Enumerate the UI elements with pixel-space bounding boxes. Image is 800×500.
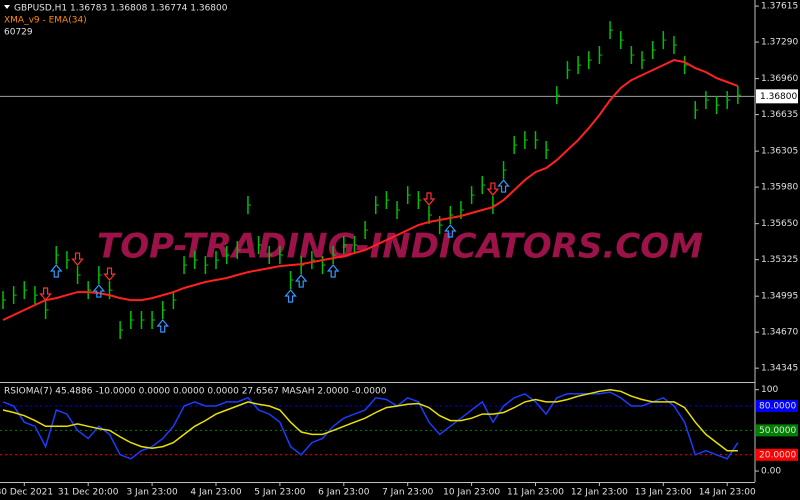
x-tick-label: 6 Jan 23:00 [318, 488, 370, 498]
x-tick-label: 4 Jan 23:00 [190, 488, 242, 498]
series-line [2, 59, 739, 321]
series-line [2, 388, 738, 452]
signal-arrow [294, 274, 308, 288]
y-tick-label: 1.36960 [761, 74, 798, 84]
watermark: TOP-TRADING-INDICATORS.COM [97, 227, 703, 267]
signal-arrow [103, 267, 116, 282]
x-tick-label: 13 Jan 23:00 [635, 488, 692, 498]
signal-arrow [444, 224, 457, 238]
signal-arrow [497, 179, 510, 193]
level-box [756, 424, 798, 437]
legend-entry: XMA_v9 - EMA(34) [4, 16, 87, 26]
signal-arrow [49, 264, 63, 278]
signal-arrow [71, 252, 84, 266]
y-tick-label: 1.36305 [761, 147, 798, 157]
signal-arrow [92, 284, 106, 298]
y-tick-label: 1.35325 [761, 255, 798, 265]
signal-arrow [39, 287, 52, 301]
level-box [756, 399, 798, 412]
chart-subtitle: 60729 [4, 28, 33, 38]
x-tick-label: 11 Jan 23:00 [507, 488, 564, 498]
signal-arrow [284, 289, 297, 303]
signal-arrow [156, 319, 170, 333]
y-tick-label: 1.37615 [761, 2, 798, 12]
y-tick-label: 1.36635 [761, 110, 798, 120]
level-label: 50.0000 [759, 426, 796, 436]
x-tick-label: 3 Jan 23:00 [126, 488, 178, 498]
y-tick-label: 1.34670 [761, 328, 798, 338]
y-tick-label: 1.35650 [761, 219, 798, 229]
series-line [2, 391, 739, 460]
y-tick-label: 1.37290 [761, 38, 798, 48]
symbol-icon [4, 5, 10, 9]
chart-title: GBPUSD,H1 1.36783 1.36808 1.36774 1.3680… [14, 4, 228, 14]
level-box [756, 448, 798, 461]
y-tick-label: 0.00 [761, 467, 781, 477]
x-tick-label: 31 Dec 20:00 [58, 488, 119, 498]
current-price-label: 1.36800 [760, 92, 797, 102]
y-tick-label: 1.35980 [761, 183, 798, 193]
y-tick-label: 1.34345 [761, 364, 798, 374]
x-tick-label: 7 Jan 23:00 [382, 488, 434, 498]
y-tick-label: 1.34995 [761, 292, 798, 302]
level-label: 80.0000 [759, 401, 796, 411]
x-tick-label: 5 Jan 23:00 [254, 488, 306, 498]
level-label: 20.0000 [759, 450, 796, 460]
signal-arrow [422, 192, 436, 206]
current-price-box [756, 89, 798, 104]
x-tick-label: 30 Dec 2021 [0, 488, 53, 498]
indicator-title: RSIOMA(7) 45.4886 -10.0000 0.0000 0.0000… [4, 387, 387, 397]
x-tick-label: 10 Jan 23:00 [443, 488, 500, 498]
x-tick-label: 14 Jan 23:00 [699, 488, 756, 498]
y-tick-label: 100 [761, 385, 778, 395]
signal-arrow [326, 264, 340, 278]
x-tick-label: 12 Jan 23:00 [571, 488, 628, 498]
signal-arrow [486, 182, 500, 196]
